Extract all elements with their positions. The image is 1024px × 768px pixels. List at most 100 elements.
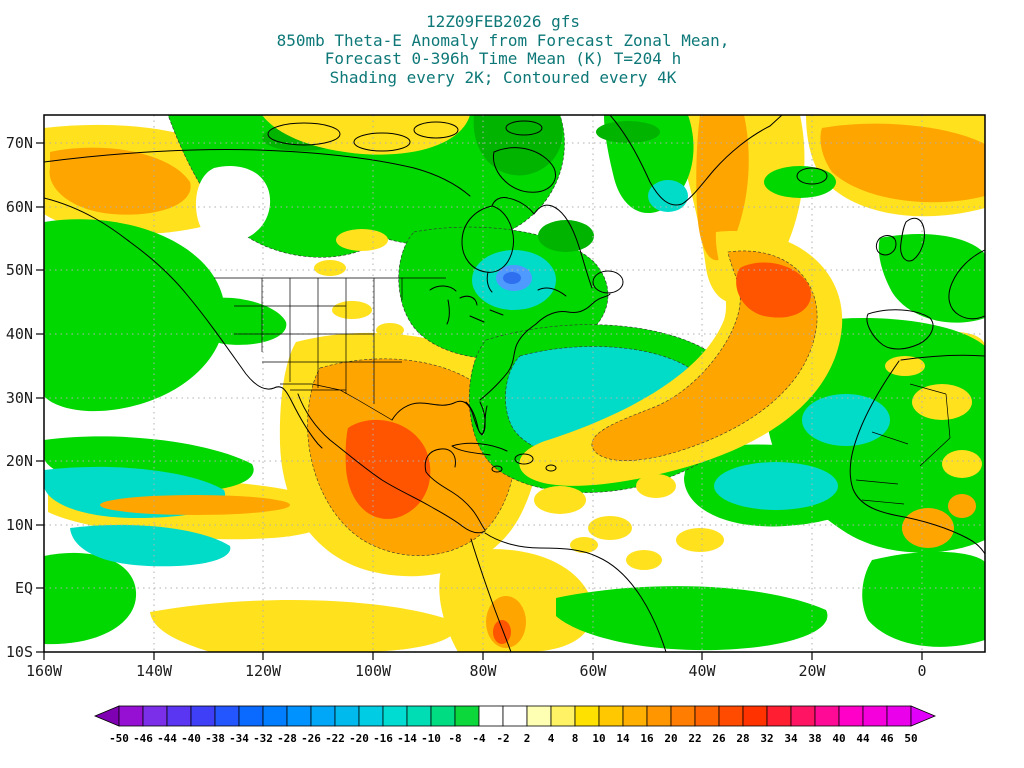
shade-darkgreen-arctic-2 bbox=[596, 121, 660, 143]
shade-deep-blue-quebec bbox=[503, 272, 521, 284]
colorbar-segment bbox=[334, 705, 360, 727]
shade-red-atlantic-core bbox=[736, 262, 811, 318]
shade-green-equatorial-atlantic bbox=[556, 586, 828, 651]
title-line-shading: Shading every 2K; Contoured every 4K bbox=[330, 68, 677, 87]
colorbar-tick-label: -44 bbox=[157, 732, 177, 745]
colorbar-tick-label: 50 bbox=[904, 732, 917, 745]
shade-green-pacific-nw bbox=[44, 219, 226, 412]
shade-cyan-east-atlantic bbox=[714, 462, 838, 510]
colorbar-tick-label: -46 bbox=[133, 732, 153, 745]
coastline-arctic bbox=[44, 149, 471, 197]
colorbar-tick-label: -2 bbox=[496, 732, 509, 745]
colorbar-segment bbox=[358, 705, 384, 727]
colorbar-segment bbox=[646, 705, 672, 727]
colorbar-legend: -50 -46 -44 -40 -38 -34 -32 -28 -26 -22 -20 -16 -14-… bbox=[93, 705, 937, 745]
shade-green-europe bbox=[878, 233, 985, 323]
colorbar-tick-label: -34 bbox=[229, 732, 249, 745]
coastline-hudson-bay bbox=[461, 205, 514, 293]
colorbar-tick-label: 32 bbox=[760, 732, 773, 745]
plot-frame bbox=[43, 114, 986, 653]
gridlines bbox=[44, 115, 985, 652]
coastline-north-america-west bbox=[44, 197, 486, 534]
colorbar-tick-label: 26 bbox=[712, 732, 726, 745]
coastline-puerto-rico bbox=[545, 464, 557, 472]
colorbar-tick-label: 46 bbox=[880, 732, 894, 745]
colorbar-segment bbox=[310, 705, 336, 727]
colorbar-tick-label: -4 bbox=[472, 732, 486, 745]
colorbar-tick-label: 16 bbox=[640, 732, 654, 745]
colorbar-segment bbox=[790, 705, 816, 727]
title-line-field: 850mb Theta-E Anomaly from Forecast Zona… bbox=[277, 31, 730, 50]
colorbar-tick-label: 14 bbox=[616, 732, 630, 745]
colorbar-segment bbox=[478, 705, 504, 727]
arctic-island-2 bbox=[353, 132, 411, 152]
colorbar-tick-label: 4 bbox=[548, 732, 555, 745]
colorbar-tick-label: -8 bbox=[448, 732, 461, 745]
shade-yellow-speckle-4 bbox=[676, 528, 724, 552]
arctic-island-1 bbox=[267, 122, 341, 146]
coastline-cuba bbox=[451, 442, 508, 456]
shade-yellow-morocco bbox=[885, 356, 925, 376]
colorbar-tick-label: 44 bbox=[856, 732, 870, 745]
coastline-greenland bbox=[609, 115, 783, 206]
x-axis-label: 20W bbox=[798, 662, 826, 680]
shade-yellow-speckle-2 bbox=[588, 516, 632, 540]
coastline-south-america bbox=[470, 532, 667, 652]
arctic-island-3 bbox=[413, 121, 459, 139]
colorbar-tick-label: 22 bbox=[688, 732, 701, 745]
shade-green-pacific-sw bbox=[44, 552, 137, 645]
y-axis-label: 50N bbox=[6, 261, 33, 279]
y-axis-label: 20N bbox=[6, 452, 33, 470]
colorbar-segment bbox=[502, 705, 528, 727]
colorbar-segment bbox=[166, 705, 192, 727]
coastline-florida bbox=[465, 401, 486, 435]
shade-yellow-speckle-5 bbox=[626, 550, 662, 570]
colorbar-segment bbox=[862, 705, 888, 727]
shade-orange-top-right bbox=[820, 123, 985, 203]
colorbar-segment bbox=[262, 705, 288, 727]
colorbar-segment bbox=[238, 705, 264, 727]
shade-yellow-prairie-2 bbox=[314, 260, 346, 276]
colorbar-segment bbox=[142, 705, 168, 727]
coastline-jamaica bbox=[491, 465, 503, 473]
x-axis: 160W 140W 120W 100W 80W 60W 40W 20W 0 bbox=[26, 652, 927, 680]
colorbar-tick-label: 10 bbox=[592, 732, 605, 745]
colorbar-tick-label: 8 bbox=[572, 732, 579, 745]
coastline-arctic-islands bbox=[267, 120, 556, 193]
shade-yellow-plains-2 bbox=[376, 323, 404, 337]
colorbar-segment bbox=[406, 705, 432, 727]
y-axis-label: 70N bbox=[6, 134, 33, 152]
colorbar-tick-label: -20 bbox=[349, 732, 369, 745]
shade-yellow-sahara-1 bbox=[912, 384, 972, 420]
colorbar-segment bbox=[718, 705, 744, 727]
coastline-europe bbox=[948, 249, 985, 320]
y-axis-label: 10N bbox=[6, 516, 33, 534]
colorbar-segment bbox=[382, 705, 408, 727]
y-axis: 70N 60N 50N 40N 30N 20N 10N EQ 10S bbox=[6, 134, 44, 661]
y-axis-label: 10S bbox=[6, 643, 33, 661]
colorbar-arrow-left bbox=[93, 705, 120, 727]
x-axis-label: 40W bbox=[688, 662, 716, 680]
title-line-run: 12Z09FEB2026 gfs bbox=[426, 12, 580, 31]
colorbar-segment bbox=[838, 705, 864, 727]
colorbar-tick-label: 20 bbox=[664, 732, 677, 745]
x-axis-label: 100W bbox=[355, 662, 392, 680]
shade-cyan-canary bbox=[802, 394, 890, 446]
colorbar-segment bbox=[526, 705, 552, 727]
shade-darkgreen-baffin bbox=[473, 115, 563, 176]
colorbar-segment bbox=[574, 705, 600, 727]
coastline-baffin bbox=[492, 147, 556, 193]
coastline-africa bbox=[849, 354, 985, 555]
africa-borders bbox=[855, 383, 951, 505]
x-axis-label: 160W bbox=[26, 662, 63, 680]
coastline-great-lakes bbox=[429, 285, 504, 325]
colorbar-tick-label: 28 bbox=[736, 732, 749, 745]
coastline-east-coast bbox=[479, 323, 537, 401]
anomaly-shading bbox=[44, 115, 985, 652]
colorbar-segment bbox=[886, 705, 912, 727]
shade-orange-guinea-1 bbox=[902, 508, 954, 548]
colorbar-tick-label: -28 bbox=[277, 732, 297, 745]
colorbar-tick-label: -22 bbox=[325, 732, 345, 745]
colorbar-segment bbox=[190, 705, 216, 727]
